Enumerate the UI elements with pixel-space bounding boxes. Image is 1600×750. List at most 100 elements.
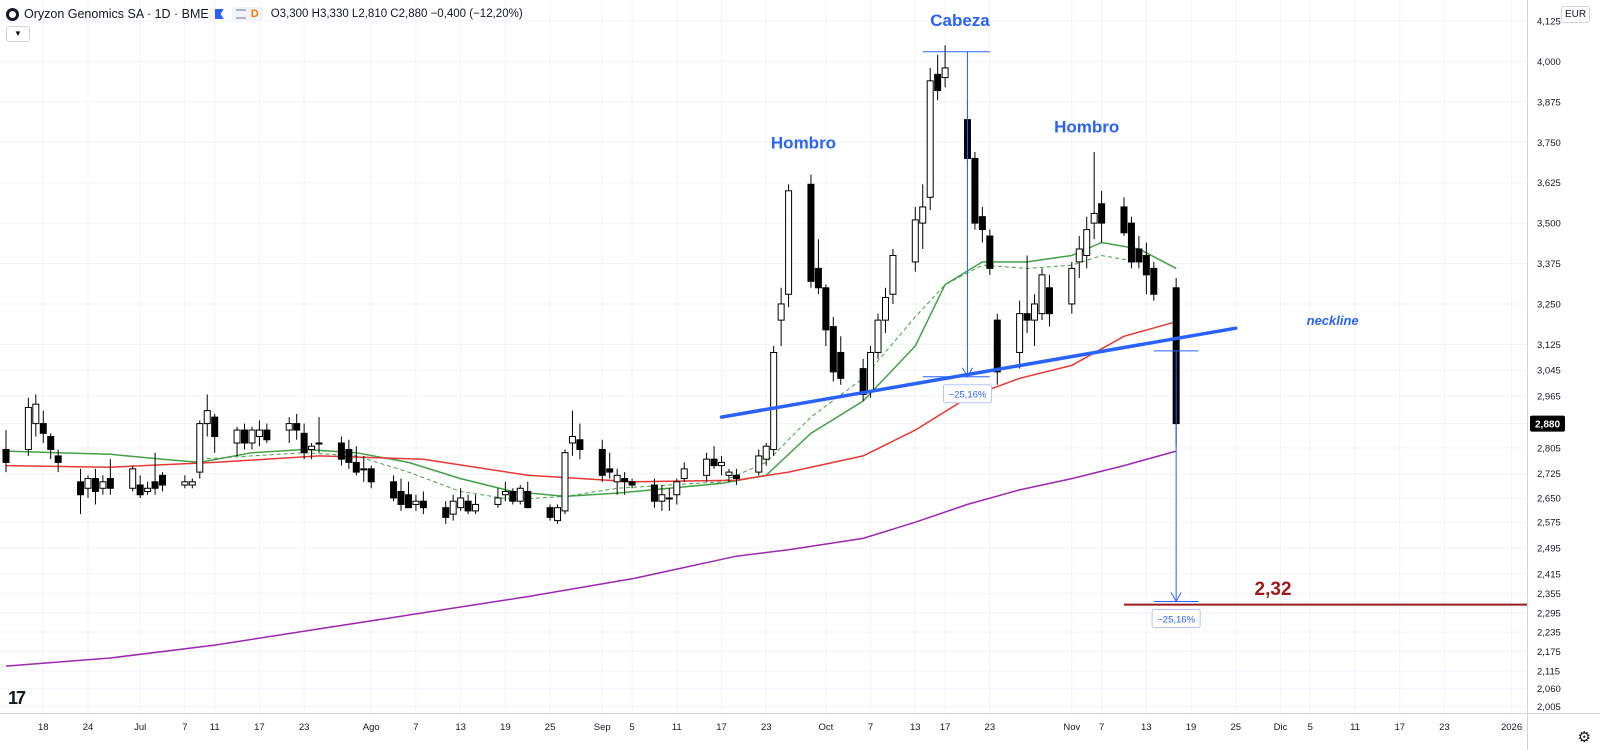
candle-body — [1090, 212, 1098, 224]
candle-body — [136, 484, 144, 496]
price-axis[interactable]: 4,125 4,000 3,875 3,750 3,625 3,500 3,375 3,250… — [1527, 0, 1600, 750]
candle-body — [509, 491, 517, 502]
candle — [926, 67, 934, 211]
candle-body — [919, 206, 927, 224]
ma-line-3 — [5, 320, 1177, 483]
candle-body — [785, 190, 793, 295]
candle — [777, 287, 785, 346]
price-tick-label: 4,000 — [1537, 57, 1561, 68]
time-axis[interactable]: 18 24 Jul 7 11 17 23 Ago 7 13 19 25 Sep 5 11 17 23 Oct 7 13… — [0, 713, 1600, 734]
candle-body — [516, 487, 524, 502]
candle-body — [867, 351, 875, 392]
candle-body — [285, 423, 293, 431]
candle-body — [494, 497, 502, 505]
candle — [241, 423, 249, 450]
candle — [390, 475, 398, 502]
candle-body — [971, 157, 979, 224]
moving-averages — [5, 241, 1177, 667]
candle-body — [718, 461, 726, 467]
tradingview-logo-icon[interactable]: 17 — [8, 688, 26, 708]
candle — [99, 475, 107, 495]
price-tick-label: 3,250 — [1537, 299, 1561, 310]
candle — [703, 452, 711, 482]
price-tick-label: 3,625 — [1537, 178, 1561, 189]
candle — [978, 206, 986, 243]
candle — [1083, 216, 1091, 269]
candle — [412, 494, 420, 511]
time-tick-label: 23 — [985, 722, 996, 733]
gear-icon[interactable]: ⚙ — [1577, 729, 1591, 746]
candle — [725, 468, 733, 482]
candle-body — [1098, 203, 1106, 224]
candle-body — [2, 448, 10, 463]
candle-body — [196, 423, 204, 473]
candle-body — [621, 478, 629, 483]
candle-body — [129, 468, 137, 489]
price-tick-label: 2,725 — [1537, 469, 1561, 480]
candle — [1090, 151, 1098, 240]
chart-annotations[interactable]: −25,16% −25,16% Hombro Cabeza Hombro neckline… — [719, 11, 1527, 628]
candle-body — [822, 287, 830, 331]
candle — [501, 481, 509, 502]
candle-body — [39, 423, 47, 434]
candle — [293, 413, 301, 440]
candle-body — [419, 500, 427, 509]
candle-body — [576, 439, 584, 450]
interval-badge[interactable]: D — [231, 7, 263, 21]
candle-body — [710, 458, 718, 467]
candlestick-series[interactable] — [2, 45, 1180, 524]
time-tick-label: 11 — [1350, 722, 1360, 733]
candle-body — [941, 67, 949, 79]
candle — [680, 462, 688, 482]
candle — [561, 449, 569, 515]
flag-icon[interactable] — [214, 9, 224, 19]
time-tick-label: 23 — [299, 722, 310, 733]
annotation-cabeza: Cabeza — [930, 11, 990, 30]
candle — [598, 439, 606, 482]
price-tick-label: 2,295 — [1537, 608, 1561, 619]
candle-body — [986, 235, 994, 269]
candle-body — [442, 507, 450, 518]
candle — [1120, 197, 1128, 237]
candle — [516, 485, 524, 505]
time-tick-label: 17 — [1394, 722, 1405, 733]
candle-body — [628, 481, 636, 486]
candle — [159, 472, 167, 492]
time-tick-label: 5 — [629, 722, 634, 733]
candle-body — [188, 481, 196, 486]
candle — [2, 430, 10, 473]
price-tick-label: 2,115 — [1537, 666, 1560, 677]
time-tick-label: Jul — [134, 722, 146, 733]
time-tick-label: 5 — [1308, 722, 1313, 733]
candle-body — [1120, 206, 1128, 234]
candle — [1023, 255, 1031, 334]
candle — [770, 345, 778, 456]
symbol-title[interactable]: Oryzon Genomics SA · 1D · BME — [24, 7, 209, 21]
candle — [710, 446, 718, 469]
candle — [755, 449, 763, 476]
chart-legend: Oryzon Genomics SA · 1D · BME D O3,300 H… — [6, 5, 523, 23]
candle-body — [345, 448, 353, 463]
time-tick-label: 17 — [254, 722, 265, 733]
candle — [39, 410, 47, 443]
candle — [1150, 261, 1158, 301]
candle — [524, 481, 532, 509]
price-tick-label: 2,175 — [1537, 647, 1561, 658]
price-axis-bg — [1527, 0, 1600, 750]
price-tick-label: 2,060 — [1537, 684, 1561, 695]
price-tick-label: 2,355 — [1537, 589, 1561, 600]
candle — [874, 313, 882, 359]
price-tick-label: 3,125 — [1537, 340, 1561, 351]
candle-body — [308, 445, 316, 450]
annotation-hombro-right: Hombro — [1054, 118, 1119, 137]
time-tick-label: 2026 — [1501, 722, 1522, 733]
candle — [613, 468, 621, 495]
candle — [360, 455, 368, 482]
price-tick-label: 4,125 — [1537, 17, 1561, 28]
candle-body — [255, 429, 263, 438]
currency-button[interactable]: EUR — [1561, 6, 1590, 23]
candle — [263, 423, 271, 443]
chevron-down-icon[interactable]: ▼ — [6, 26, 30, 42]
candle-body — [241, 429, 249, 444]
